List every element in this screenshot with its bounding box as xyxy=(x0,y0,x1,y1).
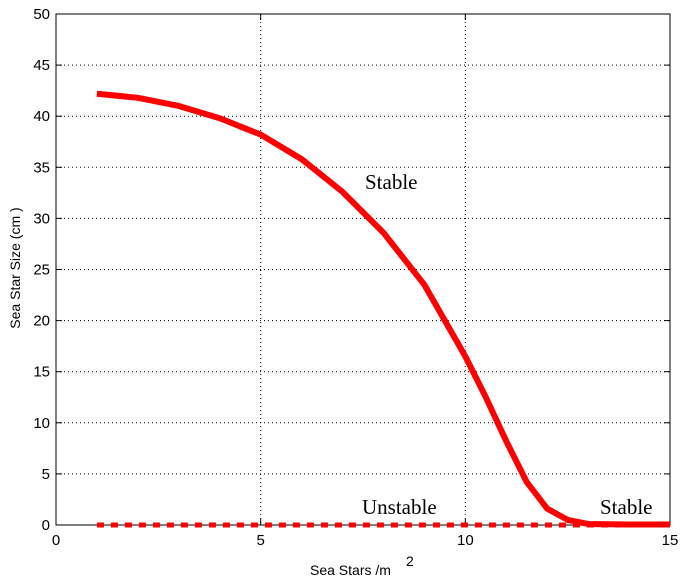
x-tick-label: 5 xyxy=(256,532,264,549)
y-tick-label: 20 xyxy=(33,313,50,330)
x-axis-label-sup: 2 xyxy=(406,553,414,569)
annotation: Stable xyxy=(365,170,418,194)
x-tick-label: 0 xyxy=(52,532,60,549)
y-tick-label: 15 xyxy=(33,364,50,381)
y-tick-label: 0 xyxy=(42,517,50,534)
y-axis-label: Sea Star Size (cm ) xyxy=(7,207,23,328)
y-tick-label: 10 xyxy=(33,415,50,432)
y-tick-label: 40 xyxy=(33,108,50,125)
series-line xyxy=(96,90,670,528)
y-tick-label: 5 xyxy=(42,466,50,483)
y-tick-label: 35 xyxy=(33,159,50,176)
y-tick-label: 25 xyxy=(33,262,50,279)
x-axis-label: Sea Stars /m xyxy=(310,562,391,578)
y-tick-label: 30 xyxy=(33,210,50,227)
x-tick-label: 15 xyxy=(662,532,679,549)
y-tick-label: 50 xyxy=(33,6,50,23)
annotation: Stable xyxy=(600,495,653,519)
annotation: Unstable xyxy=(362,495,437,519)
x-tick-label: 10 xyxy=(457,532,474,549)
y-tick-label: 45 xyxy=(33,57,50,74)
